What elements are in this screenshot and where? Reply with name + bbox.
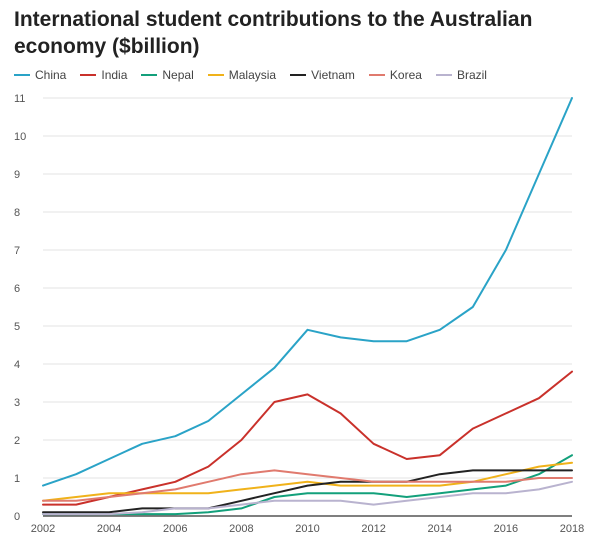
series-line-vietnam <box>42 469 573 514</box>
legend-swatch <box>290 74 307 76</box>
y-tick-label: 11 <box>14 93 25 105</box>
x-tick-label: 2012 <box>361 523 385 535</box>
x-tick-label: 2016 <box>494 523 518 535</box>
chart-legend: China India Nepal Malaysia Vietnam Korea Brazi… <box>14 66 501 84</box>
series-line-nepal <box>42 454 573 516</box>
legend-label: Korea <box>389 68 422 82</box>
legend-item-india: India <box>80 68 127 82</box>
y-tick-label: 1 <box>14 473 20 485</box>
series-line-malaysia <box>42 461 573 502</box>
series-line-china <box>42 97 573 487</box>
y-tick-label: 10 <box>14 131 26 143</box>
chart-title: International student contributions to t… <box>14 8 533 58</box>
x-tick-label: 2018 <box>560 523 584 535</box>
legend-item-china: China <box>14 68 66 82</box>
legend-swatch <box>368 74 385 76</box>
series-line-korea <box>42 469 573 502</box>
y-tick-label: 9 <box>14 169 20 181</box>
x-tick-label: 2006 <box>163 523 187 535</box>
legend-label: Malaysia <box>228 68 277 82</box>
legend-label: China <box>35 68 67 82</box>
legend-item-brazil: Brazil <box>435 68 487 82</box>
y-tick-label: 7 <box>14 245 20 257</box>
y-tick-label: 5 <box>14 321 20 333</box>
legend-item-vietnam: Vietnam <box>290 68 355 82</box>
legend-label: Vietnam <box>311 68 355 82</box>
legend-swatch <box>207 74 224 76</box>
series-line-india <box>42 370 573 506</box>
y-tick-label: 0 <box>14 511 20 523</box>
x-tick-label: 2010 <box>295 523 319 535</box>
y-tick-label: 6 <box>14 283 20 295</box>
legend-swatch <box>80 74 97 76</box>
legend-label: Brazil <box>456 68 487 82</box>
y-tick-label: 3 <box>14 397 20 409</box>
series-line-brazil <box>42 480 573 516</box>
legend-item-nepal: Nepal <box>141 68 194 82</box>
x-tick-label: 2002 <box>31 523 55 535</box>
y-tick-label: 2 <box>14 435 20 447</box>
legend-label: Nepal <box>162 68 194 82</box>
x-tick-label: 2008 <box>229 523 253 535</box>
y-tick-label: 4 <box>14 359 20 371</box>
y-tick-label: 8 <box>14 207 20 219</box>
legend-item-korea: Korea <box>368 68 422 82</box>
legend-swatch <box>435 74 452 76</box>
x-tick-label: 2014 <box>428 523 452 535</box>
x-tick-label: 2004 <box>97 523 121 535</box>
legend-swatch <box>141 74 158 76</box>
legend-label: India <box>101 68 128 82</box>
legend-item-malaysia: Malaysia <box>207 68 277 82</box>
legend-swatch <box>14 74 30 76</box>
